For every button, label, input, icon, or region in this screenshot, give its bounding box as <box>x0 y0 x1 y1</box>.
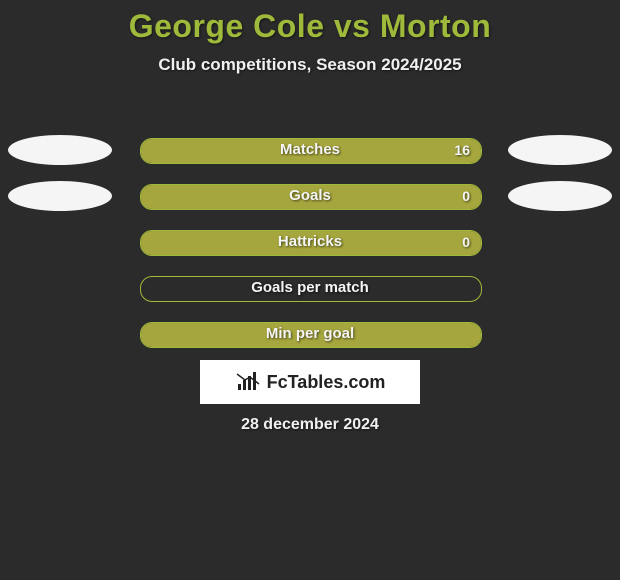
stat-bar <box>140 230 482 256</box>
stat-bar <box>140 184 482 210</box>
stat-row: Goals0 <box>0 174 620 220</box>
stats-card: George Cole vs Morton Club competitions,… <box>0 8 620 580</box>
stat-row: Hattricks0 <box>0 220 620 266</box>
stat-bar <box>140 138 482 164</box>
stat-bar-fill <box>141 231 481 255</box>
stat-bar-fill <box>141 323 481 347</box>
stat-bar <box>140 322 482 348</box>
left-marker <box>8 135 112 165</box>
left-marker <box>8 181 112 211</box>
bar-chart-icon <box>235 372 261 392</box>
page-subtitle: Club competitions, Season 2024/2025 <box>0 55 620 75</box>
right-marker <box>508 181 612 211</box>
stat-bar-fill <box>141 139 481 163</box>
stat-rows: Matches16Goals0Hattricks0Goals per match… <box>0 128 620 358</box>
stat-row: Min per goal <box>0 312 620 358</box>
logo: FcTables.com <box>235 372 386 393</box>
logo-box: FcTables.com <box>200 360 420 404</box>
stat-row: Goals per match <box>0 266 620 312</box>
stat-row: Matches16 <box>0 128 620 174</box>
date-label: 28 december 2024 <box>0 416 620 434</box>
stat-bar-fill <box>141 185 481 209</box>
stat-bar <box>140 276 482 302</box>
page-title: George Cole vs Morton <box>0 8 620 45</box>
logo-text: FcTables.com <box>267 372 386 393</box>
right-marker <box>508 135 612 165</box>
